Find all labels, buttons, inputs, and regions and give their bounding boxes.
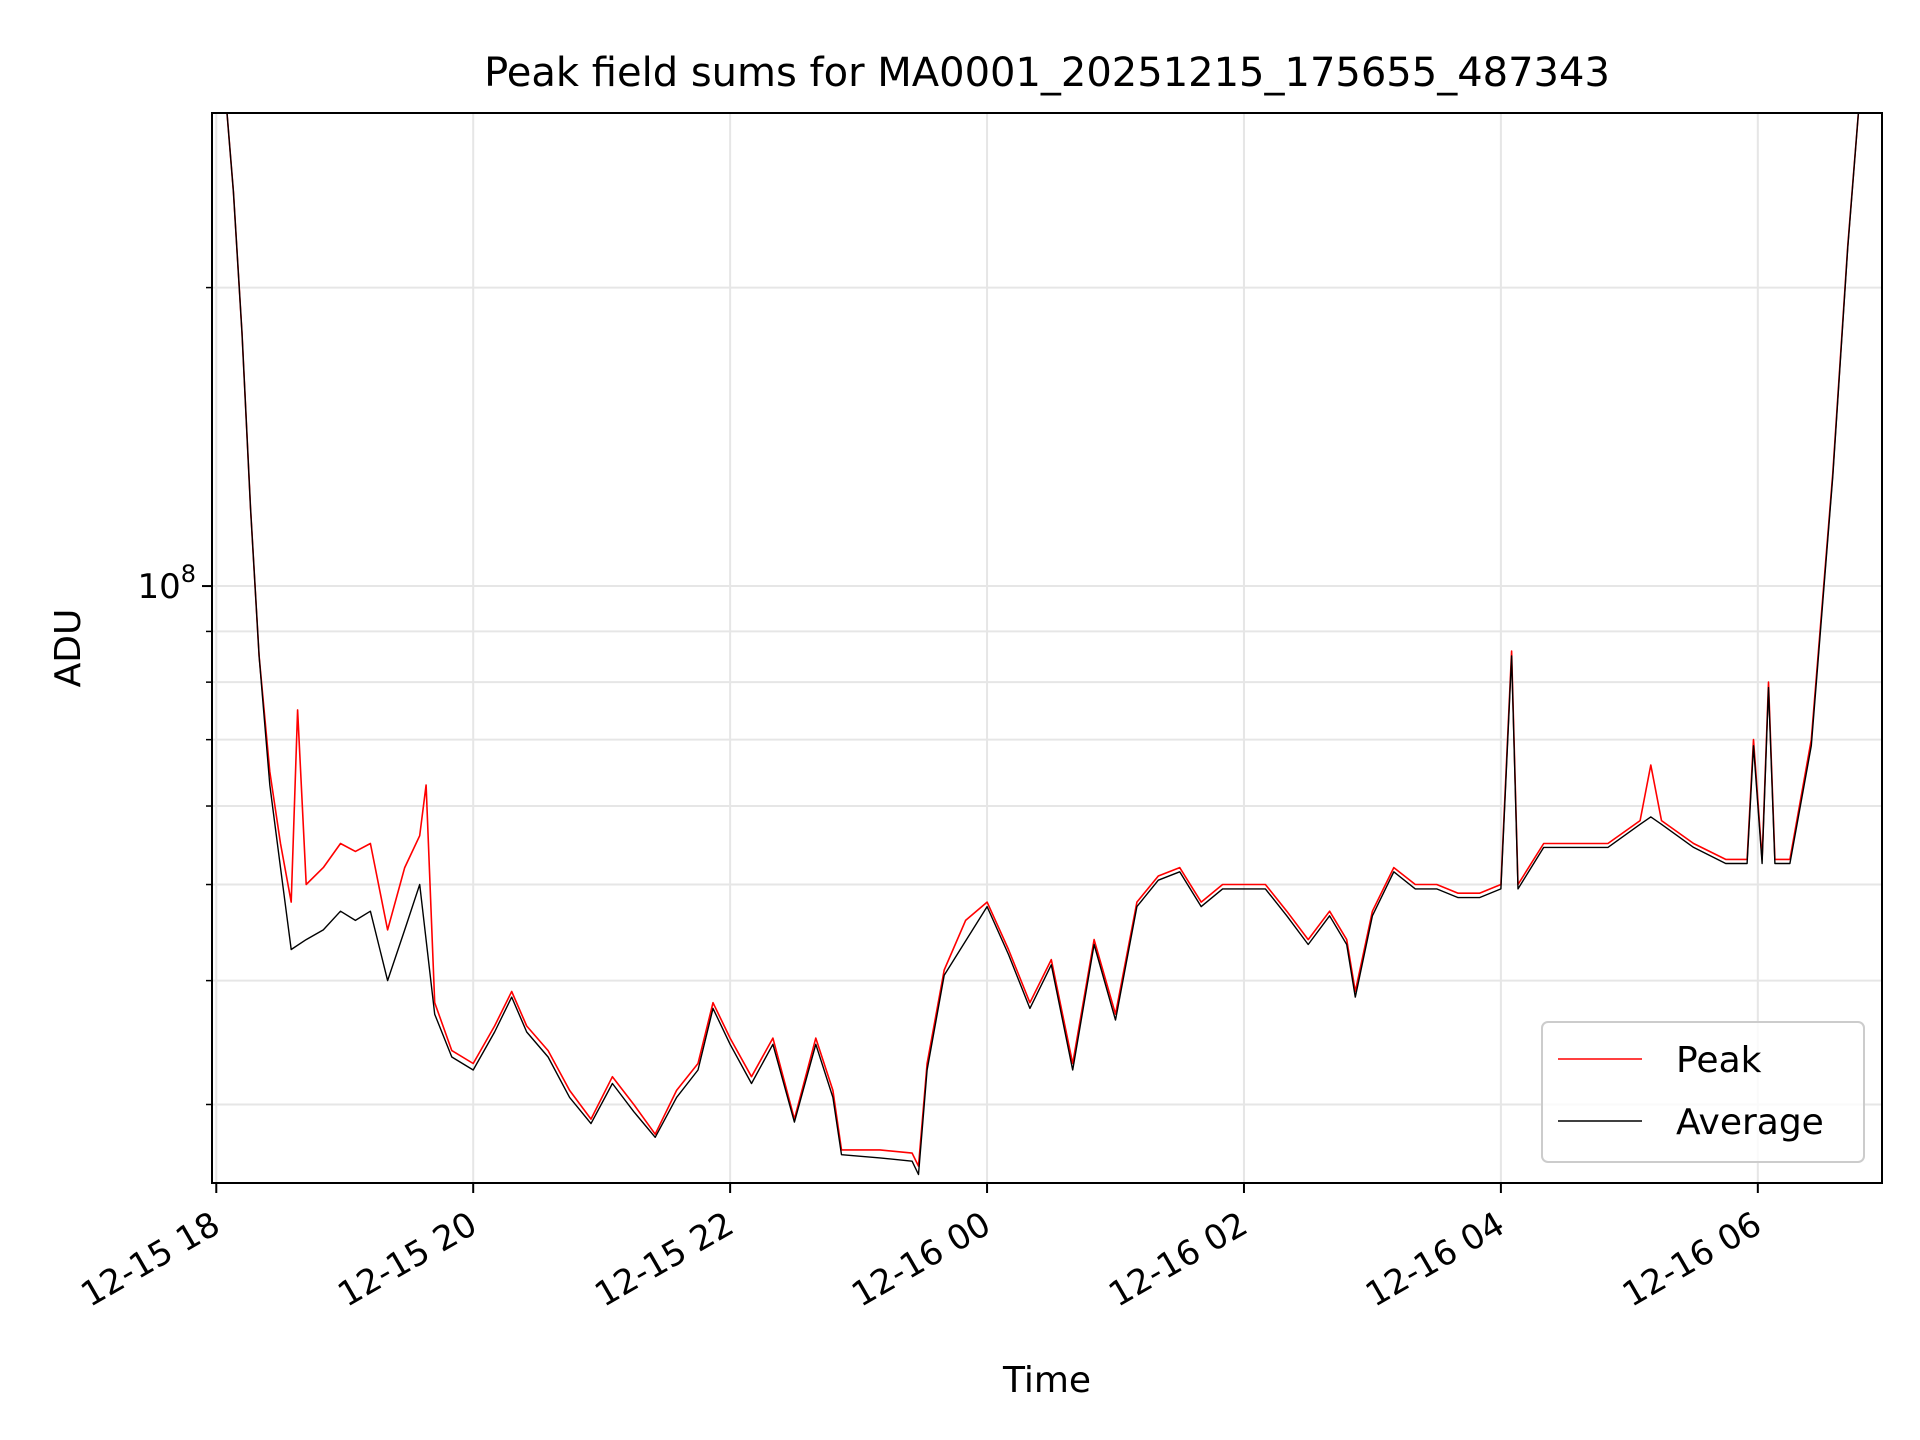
y-axis: 108 — [137, 286, 212, 1106]
y-tick-label: 108 — [137, 560, 196, 607]
chart-title: Peak field sums for MA0001_20251215_1756… — [484, 50, 1610, 96]
series-line-average — [212, 112, 1860, 1176]
x-axis-label: Time — [1002, 1360, 1091, 1401]
legend: Peak Average — [1541, 1021, 1865, 1163]
grid-lines — [212, 113, 1882, 1183]
plot-frame — [211, 112, 1883, 1184]
legend-box — [1541, 1021, 1865, 1163]
series-layer — [212, 112, 1860, 1176]
series-line-peak — [212, 112, 1860, 1167]
y-axis-label: ADU — [48, 609, 89, 688]
legend-label-peak: Peak — [1676, 1040, 1762, 1081]
legend-label-average: Average — [1676, 1102, 1824, 1143]
